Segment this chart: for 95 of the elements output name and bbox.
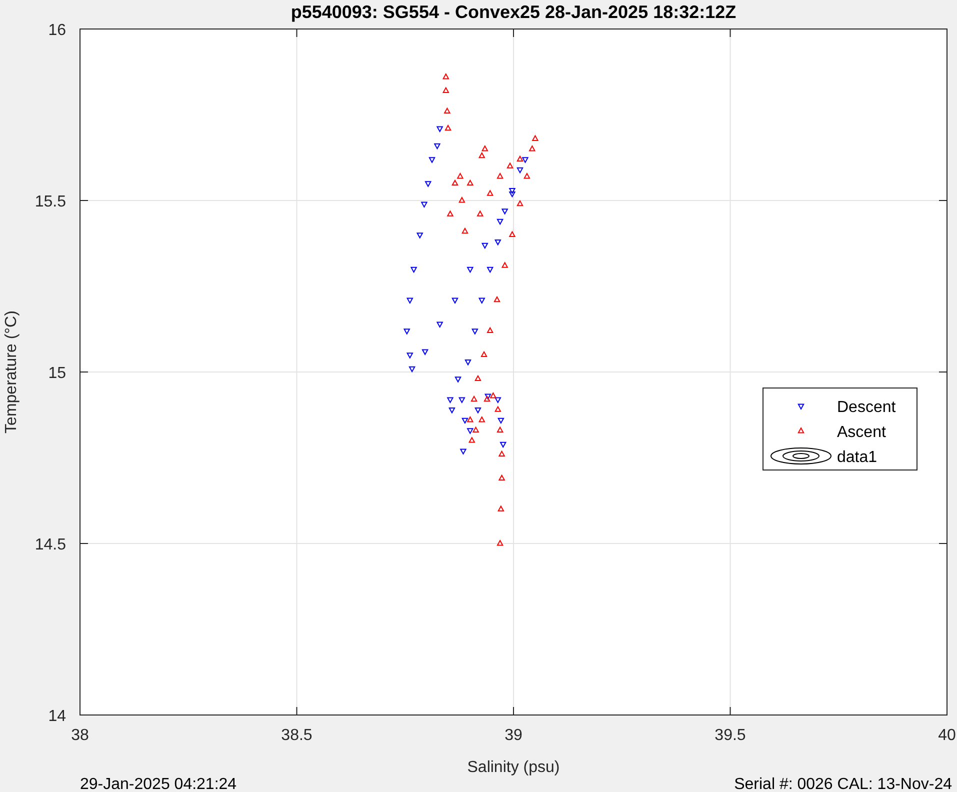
point xyxy=(532,135,538,141)
point xyxy=(434,143,440,150)
x-axis-title: Salinity (psu) xyxy=(467,759,560,776)
legend-label: data1 xyxy=(837,449,878,466)
y-tick-label: 16 xyxy=(48,22,66,39)
point xyxy=(404,328,410,334)
point xyxy=(478,152,485,158)
point xyxy=(410,266,417,273)
point xyxy=(452,298,458,304)
point xyxy=(502,208,508,214)
point xyxy=(436,126,443,132)
y-tick-label: 15.5 xyxy=(34,194,66,210)
point xyxy=(494,296,500,302)
point xyxy=(442,74,449,80)
point xyxy=(496,426,504,433)
point xyxy=(500,442,506,448)
point xyxy=(486,327,494,334)
point xyxy=(494,239,501,246)
point xyxy=(486,266,494,273)
point xyxy=(467,180,474,186)
point xyxy=(447,210,454,216)
point xyxy=(502,262,508,268)
point xyxy=(444,124,452,131)
point xyxy=(436,322,443,328)
point xyxy=(498,506,504,512)
point xyxy=(406,298,413,304)
point xyxy=(472,328,478,334)
y-tick-label: 14.5 xyxy=(34,536,66,554)
point xyxy=(468,437,475,443)
point xyxy=(457,172,464,179)
point xyxy=(462,418,468,424)
point xyxy=(496,540,504,546)
y-tick-label: 14 xyxy=(48,708,66,725)
point xyxy=(506,162,514,168)
point xyxy=(494,397,501,403)
legend-label: Ascent xyxy=(837,424,886,441)
point xyxy=(474,408,482,414)
point xyxy=(421,202,428,208)
point xyxy=(452,180,458,186)
point xyxy=(516,167,524,174)
point xyxy=(498,418,504,424)
point xyxy=(416,232,423,238)
point xyxy=(480,351,488,358)
point xyxy=(464,360,472,366)
point xyxy=(477,210,484,216)
point xyxy=(408,366,416,372)
point xyxy=(458,197,466,203)
point xyxy=(470,396,478,402)
point xyxy=(428,157,436,163)
point xyxy=(462,228,468,234)
point xyxy=(498,474,505,481)
point xyxy=(494,406,501,412)
x-tick-label: 39.5 xyxy=(714,727,746,744)
x-tick-label: 38 xyxy=(71,727,89,744)
point xyxy=(509,191,516,198)
x-tick-label: 38.5 xyxy=(281,727,312,744)
point xyxy=(442,87,449,93)
point xyxy=(529,146,536,152)
point xyxy=(496,218,504,225)
point xyxy=(460,448,466,454)
point xyxy=(516,156,524,162)
legend-label: Descent xyxy=(837,399,896,416)
point xyxy=(516,200,524,206)
point xyxy=(509,188,516,194)
point xyxy=(422,349,428,355)
x-tick-label: 39 xyxy=(504,727,522,744)
point xyxy=(482,242,488,249)
point xyxy=(454,376,462,382)
y-tick-label: 15 xyxy=(48,365,66,382)
point xyxy=(467,266,474,273)
x-tick-label: 40 xyxy=(938,727,956,744)
point xyxy=(478,298,485,304)
point xyxy=(425,181,432,187)
point xyxy=(458,397,466,403)
point xyxy=(478,416,485,422)
point xyxy=(509,231,516,237)
point xyxy=(486,190,494,196)
point xyxy=(496,172,504,179)
point xyxy=(448,408,456,414)
chart-title: p5540093: SG554 - Convex25 28-Jan-2025 18:32:12Z xyxy=(290,2,736,22)
point xyxy=(467,416,474,422)
point xyxy=(482,146,488,152)
text: Serial #: 0026 CAL: 13-Nov-24 xyxy=(734,776,952,792)
point xyxy=(444,108,450,114)
point xyxy=(522,157,528,163)
point xyxy=(498,450,505,457)
point xyxy=(474,375,482,382)
point xyxy=(490,392,496,398)
text: 29-Jan-2025 04:21:24 xyxy=(80,776,237,792)
point xyxy=(524,172,530,179)
point xyxy=(447,397,454,403)
y-axis-title: Temperature (°C) xyxy=(3,310,20,434)
point xyxy=(472,426,479,433)
point xyxy=(467,428,474,434)
point xyxy=(406,352,413,358)
